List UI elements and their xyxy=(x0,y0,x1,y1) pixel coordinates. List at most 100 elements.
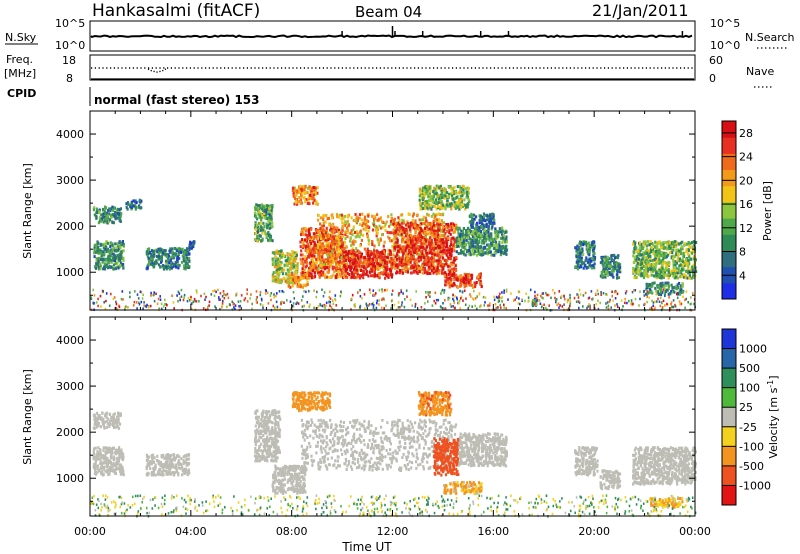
power-cell xyxy=(117,266,120,270)
power-cell xyxy=(338,228,341,232)
power-cell xyxy=(336,255,339,259)
power-cell xyxy=(346,235,349,239)
power-cell xyxy=(418,253,421,257)
power-cell xyxy=(421,271,424,275)
power-cell xyxy=(280,255,283,259)
power-cell xyxy=(260,207,264,211)
power-cell xyxy=(447,257,450,260)
power-cell xyxy=(148,259,151,263)
power-cell xyxy=(449,257,452,260)
power-cell xyxy=(459,232,462,236)
power-cell xyxy=(427,268,430,272)
power-cell xyxy=(457,242,460,245)
power-cell xyxy=(498,230,501,234)
power-cell xyxy=(455,256,458,260)
power-cell xyxy=(338,272,342,276)
power-cell xyxy=(614,266,617,270)
power-cell xyxy=(404,262,407,266)
power-cell xyxy=(451,194,454,198)
power-cell xyxy=(300,274,303,278)
power-cell xyxy=(353,256,356,260)
power-cell xyxy=(278,258,281,261)
power-cell xyxy=(432,232,435,236)
power-cell xyxy=(312,266,315,270)
power-cell xyxy=(130,206,134,209)
power-cell xyxy=(407,250,411,254)
power-cell xyxy=(271,257,274,261)
power-cell xyxy=(335,226,338,230)
power-cell xyxy=(395,227,398,231)
power-cell xyxy=(409,244,412,248)
power-cell xyxy=(327,275,330,279)
power-cell xyxy=(414,227,417,231)
power-cell xyxy=(383,240,386,244)
power-cell xyxy=(465,235,468,239)
power-cell xyxy=(449,185,452,189)
power-cell xyxy=(103,262,106,266)
power-cell xyxy=(322,218,325,222)
power-cell xyxy=(464,203,467,207)
power-cell xyxy=(291,266,294,270)
power-cell xyxy=(377,243,381,247)
power-cell xyxy=(373,270,376,274)
power-cell xyxy=(351,233,354,237)
power-cell xyxy=(268,213,271,217)
power-cell xyxy=(471,213,474,217)
power-cell xyxy=(291,186,295,190)
power-cell xyxy=(304,238,307,242)
power-cell xyxy=(316,191,319,195)
power-cell xyxy=(310,190,313,194)
power-cell xyxy=(612,267,615,270)
power-cell xyxy=(393,231,396,235)
freq-top-tick: 18 xyxy=(62,54,76,67)
power-cell xyxy=(475,240,478,243)
power-cell xyxy=(324,245,327,249)
power-cell xyxy=(392,219,395,223)
power-cell xyxy=(361,224,364,227)
power-cell xyxy=(448,224,452,228)
power-cell xyxy=(504,251,507,255)
power-cell xyxy=(677,258,680,262)
power-cell xyxy=(380,226,383,230)
power-cell xyxy=(267,231,270,234)
power-cell xyxy=(460,249,463,252)
power-cell xyxy=(120,263,123,267)
power-cell xyxy=(421,246,425,250)
power-cell xyxy=(439,263,442,267)
power-cell xyxy=(355,270,358,274)
power-cell xyxy=(347,259,350,263)
power-cell xyxy=(293,251,296,255)
power-cell xyxy=(433,251,437,255)
power-cell xyxy=(451,263,454,267)
power-cell xyxy=(478,235,481,239)
power-cell xyxy=(299,202,302,205)
power-cell xyxy=(270,237,273,241)
power-cell xyxy=(301,276,304,280)
power-cell xyxy=(439,184,442,188)
power-cell xyxy=(313,254,316,258)
power-cell xyxy=(374,225,377,229)
power-cell xyxy=(418,190,422,194)
power-cell xyxy=(357,232,360,236)
power-cell xyxy=(442,205,446,209)
power-cell xyxy=(461,241,464,245)
power-cell xyxy=(266,207,269,211)
power-cell xyxy=(291,284,294,288)
power-cell xyxy=(277,263,280,267)
power-cell xyxy=(299,240,302,244)
power-cell xyxy=(346,253,349,257)
power-cell xyxy=(405,223,408,227)
power-cell xyxy=(451,284,454,288)
power-cell xyxy=(361,273,364,277)
power-cell xyxy=(319,216,323,220)
power-cell xyxy=(315,200,318,204)
power-cell xyxy=(259,206,262,209)
power-cell xyxy=(301,238,304,242)
power-cell xyxy=(445,253,448,257)
power-cell xyxy=(602,255,605,259)
power-cell xyxy=(371,267,374,271)
power-cell xyxy=(149,251,152,254)
power-cell xyxy=(443,250,446,254)
power-cell xyxy=(438,254,441,258)
power-cell xyxy=(305,257,308,261)
